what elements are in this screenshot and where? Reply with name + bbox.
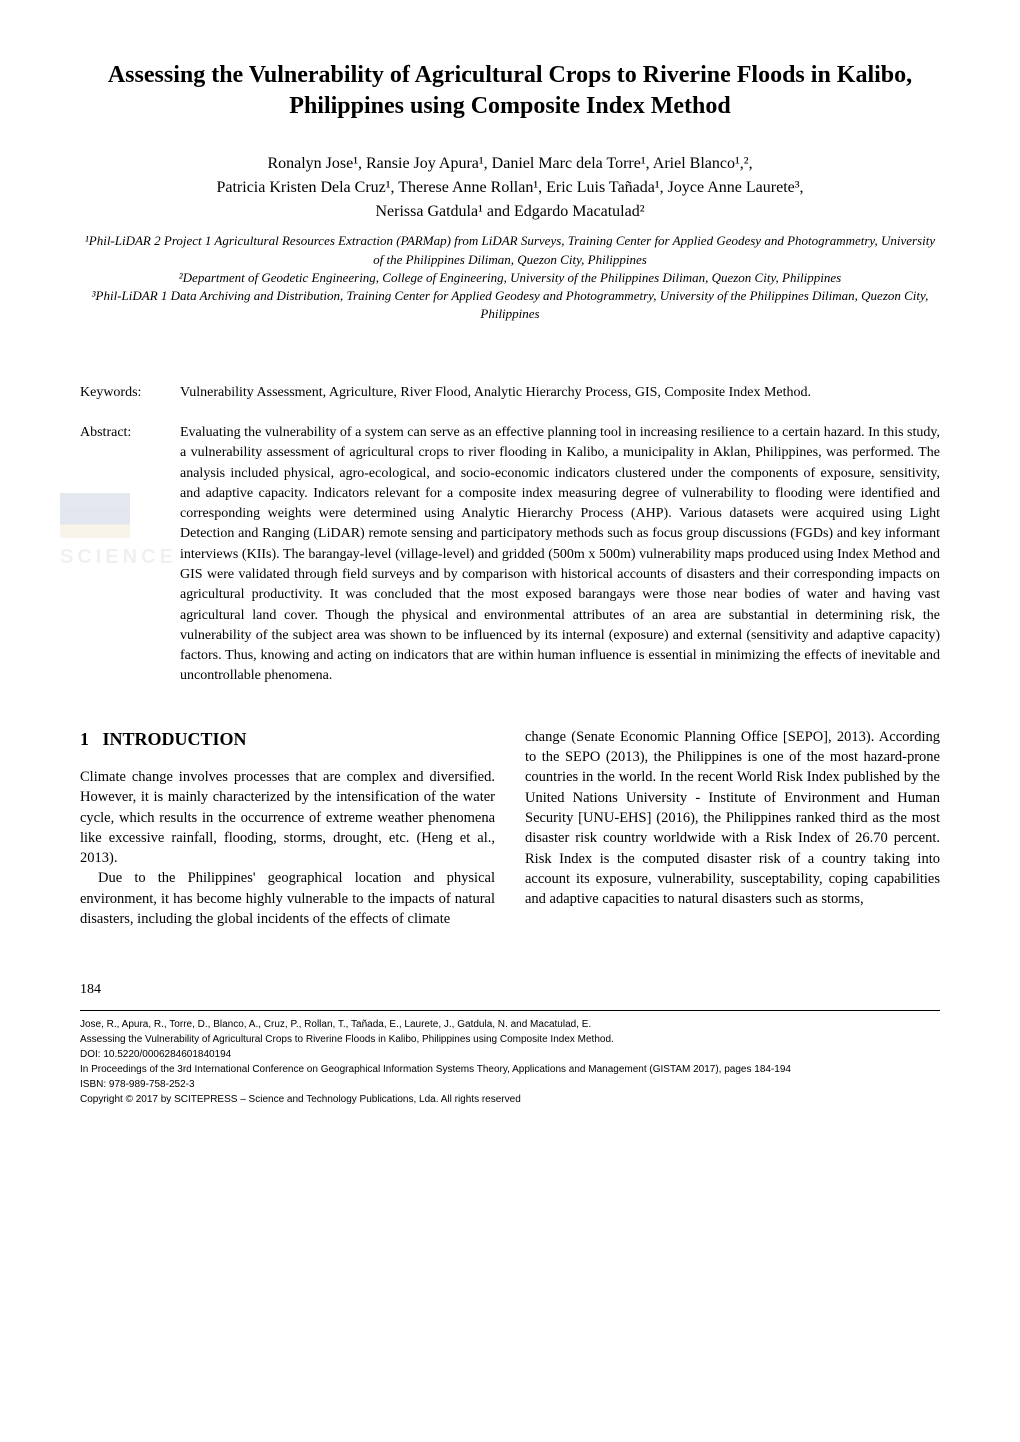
column-right: change (Senate Economic Planning Office … xyxy=(525,727,940,930)
intro-paragraph-3: change (Senate Economic Planning Office … xyxy=(525,727,940,910)
keywords-row: Keywords: Vulnerability Assessment, Agri… xyxy=(80,383,940,403)
footer-copyright: Copyright © 2017 by SCITEPRESS – Science… xyxy=(80,1092,940,1107)
affiliation-1: ¹Phil-LiDAR 2 Project 1 Agricultural Res… xyxy=(80,232,940,268)
page-footer: 184 Jose, R., Apura, R., Torre, D., Blan… xyxy=(80,979,940,1107)
abstract-row: SCIENCE Abstract: Evaluating the vulnera… xyxy=(80,423,940,687)
footer-citation: Jose, R., Apura, R., Torre, D., Blanco, … xyxy=(80,1017,940,1032)
footer-isbn: ISBN: 978-989-758-252-3 xyxy=(80,1077,940,1092)
affiliation-3: ³Phil-LiDAR 1 Data Archiving and Distrib… xyxy=(80,287,940,323)
affiliations-block: ¹Phil-LiDAR 2 Project 1 Agricultural Res… xyxy=(80,232,940,323)
publisher-watermark: SCIENCE xyxy=(60,493,177,571)
watermark-flag-icon xyxy=(60,493,130,538)
footer-paper-title: Assessing the Vulnerability of Agricultu… xyxy=(80,1032,940,1047)
abstract-text: Evaluating the vulnerability of a system… xyxy=(180,423,940,687)
footer-proceedings: In Proceedings of the 3rd International … xyxy=(80,1062,940,1077)
authors-line-1: Ronalyn Jose¹, Ransie Joy Apura¹, Daniel… xyxy=(80,152,940,176)
watermark-text: SCIENCE xyxy=(60,543,177,571)
section-title: INTRODUCTION xyxy=(103,729,247,749)
authors-block: Ronalyn Jose¹, Ransie Joy Apura¹, Daniel… xyxy=(80,152,940,224)
page-number: 184 xyxy=(80,979,940,1000)
paper-title: Assessing the Vulnerability of Agricultu… xyxy=(80,60,940,122)
keywords-text: Vulnerability Assessment, Agriculture, R… xyxy=(180,383,940,403)
section-number: 1 xyxy=(80,729,89,749)
keywords-label: Keywords: xyxy=(80,383,180,403)
intro-paragraph-2: Due to the Philippines' geographical loc… xyxy=(80,868,495,929)
footer-doi: DOI: 10.5220/0006284601840194 xyxy=(80,1047,940,1062)
body-columns: 1 INTRODUCTION Climate change involves p… xyxy=(80,727,940,930)
intro-paragraph-1: Climate change involves processes that a… xyxy=(80,767,495,868)
affiliation-2: ²Department of Geodetic Engineering, Col… xyxy=(80,269,940,287)
section-heading: 1 INTRODUCTION xyxy=(80,727,495,752)
authors-line-3: Nerissa Gatdula¹ and Edgardo Macatulad² xyxy=(80,200,940,224)
column-left: 1 INTRODUCTION Climate change involves p… xyxy=(80,727,495,930)
footer-divider xyxy=(80,1010,940,1011)
authors-line-2: Patricia Kristen Dela Cruz¹, Therese Ann… xyxy=(80,176,940,200)
